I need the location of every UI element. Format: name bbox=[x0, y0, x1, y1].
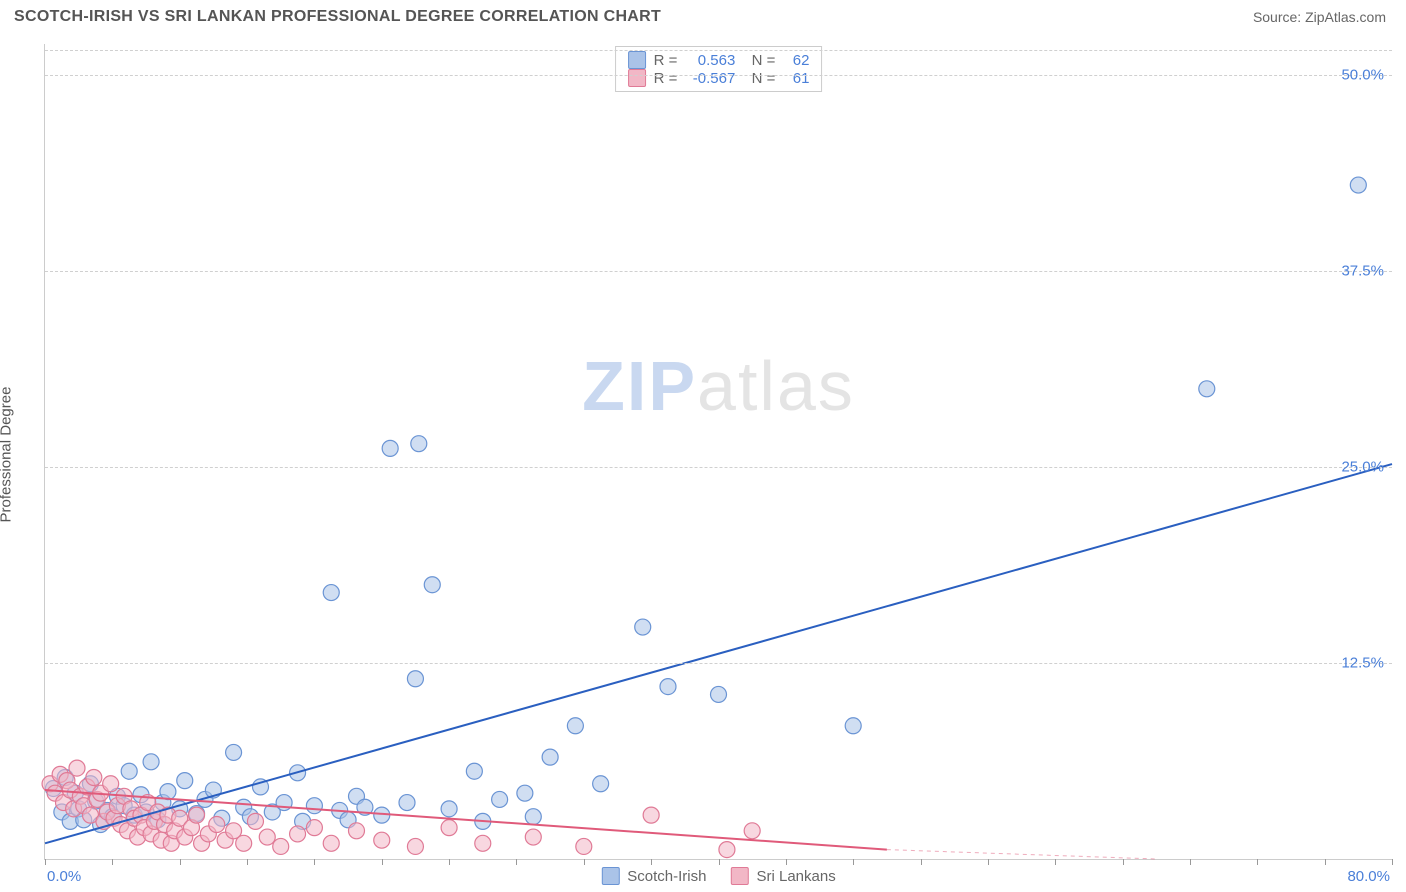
y-tick-label: 50.0% bbox=[1341, 67, 1384, 84]
x-tick bbox=[1190, 859, 1191, 865]
x-tick bbox=[1123, 859, 1124, 865]
gridline bbox=[45, 467, 1392, 468]
legend-swatch bbox=[601, 867, 619, 885]
chart-area: ZIPatlas R =0.563 N =62R =-0.567 N =61 0… bbox=[44, 44, 1392, 860]
stats-n-value: 62 bbox=[783, 52, 809, 69]
x-tick bbox=[1392, 859, 1393, 865]
x-tick bbox=[449, 859, 450, 865]
legend-item: Scotch-Irish bbox=[601, 867, 706, 885]
trend-lines-layer bbox=[45, 44, 1392, 859]
legend-swatch bbox=[628, 69, 646, 87]
stats-row: R = 0.563 N = 62 bbox=[628, 51, 810, 69]
stats-n-label: N = bbox=[743, 70, 775, 87]
gridline bbox=[45, 75, 1392, 76]
gridline bbox=[45, 663, 1392, 664]
series-legend: Scotch-Irish Sri Lankans bbox=[601, 867, 835, 885]
x-tick bbox=[314, 859, 315, 865]
trend-line bbox=[45, 790, 887, 850]
x-tick bbox=[651, 859, 652, 865]
x-axis-min-label: 0.0% bbox=[47, 868, 81, 885]
x-tick bbox=[1055, 859, 1056, 865]
chart-title: SCOTCH-IRISH VS SRI LANKAN PROFESSIONAL … bbox=[14, 8, 661, 26]
y-tick-label: 37.5% bbox=[1341, 263, 1384, 280]
y-axis-label: Professional Degree bbox=[0, 387, 15, 523]
x-tick bbox=[112, 859, 113, 865]
plot-area: ZIPatlas R =0.563 N =62R =-0.567 N =61 0… bbox=[44, 44, 1392, 860]
legend-swatch bbox=[628, 51, 646, 69]
x-tick bbox=[1325, 859, 1326, 865]
legend-swatch bbox=[730, 867, 748, 885]
stats-r-value: 0.563 bbox=[685, 52, 735, 69]
x-tick bbox=[719, 859, 720, 865]
stats-r-value: -0.567 bbox=[685, 70, 735, 87]
gridline bbox=[45, 50, 1392, 51]
legend-item: Sri Lankans bbox=[730, 867, 835, 885]
x-tick bbox=[382, 859, 383, 865]
x-tick bbox=[988, 859, 989, 865]
stats-legend-box: R = 0.563 N = 62 R = -0.567 N = 61 bbox=[615, 46, 823, 92]
stats-n-value: 61 bbox=[783, 70, 809, 87]
x-axis-max-label: 80.0% bbox=[1347, 868, 1390, 885]
x-tick bbox=[921, 859, 922, 865]
stats-r-label: R = bbox=[654, 52, 678, 69]
stats-r-label: R = bbox=[654, 70, 678, 87]
x-tick bbox=[584, 859, 585, 865]
y-tick-label: 12.5% bbox=[1341, 655, 1384, 672]
chart-source: Source: ZipAtlas.com bbox=[1253, 9, 1386, 25]
chart-header: SCOTCH-IRISH VS SRI LANKAN PROFESSIONAL … bbox=[0, 0, 1406, 30]
trend-line-extrapolated bbox=[887, 850, 1156, 859]
x-tick bbox=[786, 859, 787, 865]
stats-row: R = -0.567 N = 61 bbox=[628, 69, 810, 87]
trend-line bbox=[45, 464, 1392, 843]
x-tick bbox=[1257, 859, 1258, 865]
y-tick-label: 25.0% bbox=[1341, 459, 1384, 476]
stats-n-label: N = bbox=[743, 52, 775, 69]
x-tick bbox=[45, 859, 46, 865]
legend-label: Scotch-Irish bbox=[627, 868, 706, 885]
x-tick bbox=[180, 859, 181, 865]
x-tick bbox=[853, 859, 854, 865]
legend-label: Sri Lankans bbox=[756, 868, 835, 885]
x-tick bbox=[516, 859, 517, 865]
x-tick bbox=[247, 859, 248, 865]
gridline bbox=[45, 271, 1392, 272]
